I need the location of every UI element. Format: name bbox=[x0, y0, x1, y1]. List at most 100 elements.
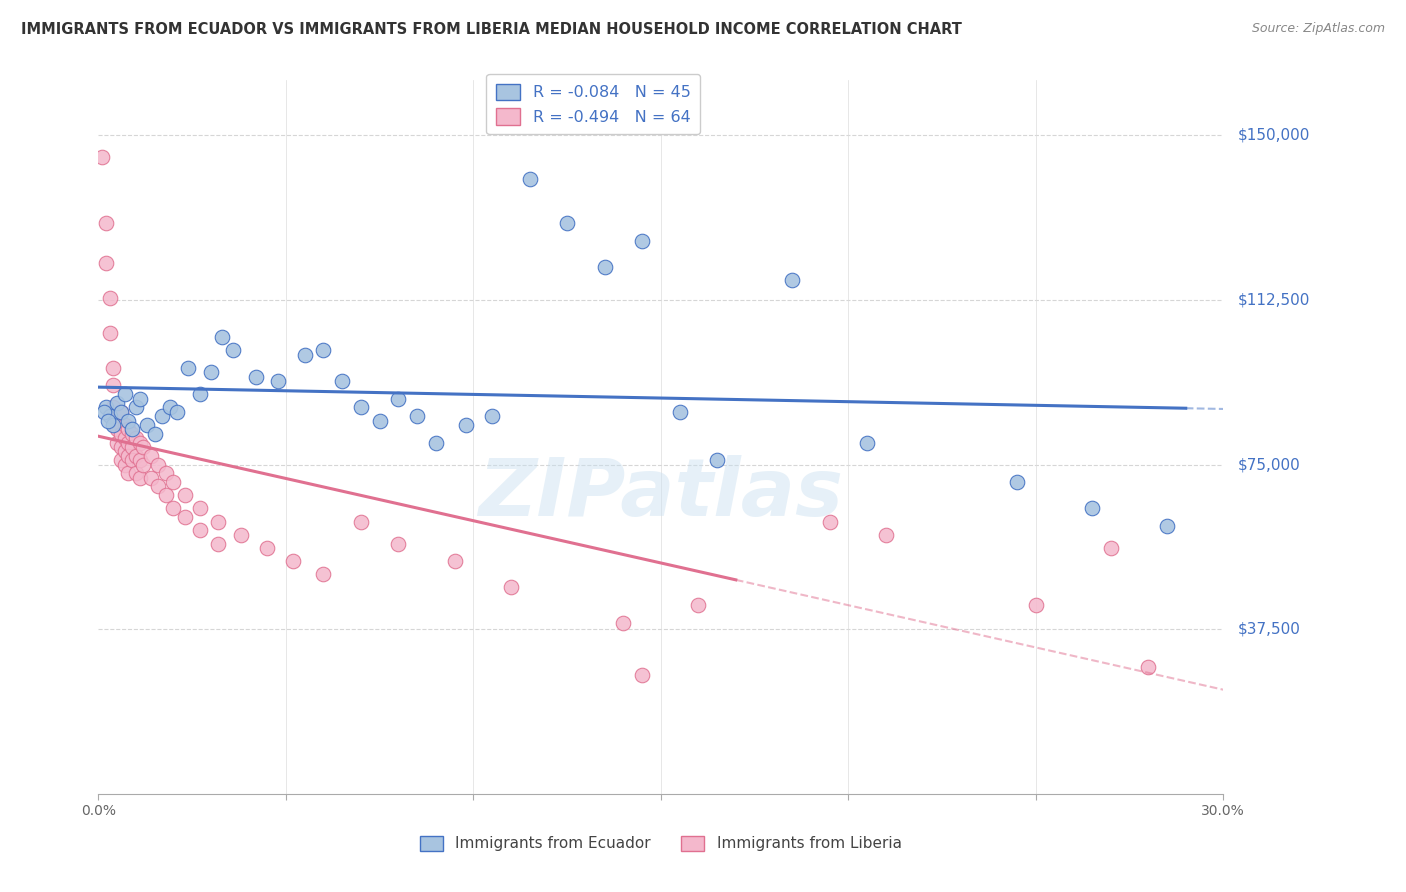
Point bbox=[267, 374, 290, 388]
Point bbox=[117, 435, 139, 450]
Point bbox=[117, 449, 139, 463]
Point bbox=[350, 401, 373, 415]
Point bbox=[103, 401, 125, 415]
Point bbox=[688, 598, 710, 612]
Point bbox=[132, 440, 155, 454]
Point bbox=[443, 554, 465, 568]
Point bbox=[1025, 598, 1047, 612]
Point bbox=[125, 401, 148, 415]
Point bbox=[188, 387, 211, 401]
Text: IMMIGRANTS FROM ECUADOR VS IMMIGRANTS FROM LIBERIA MEDIAN HOUSEHOLD INCOME CORRE: IMMIGRANTS FROM ECUADOR VS IMMIGRANTS FR… bbox=[21, 22, 962, 37]
Point bbox=[312, 343, 335, 358]
Point bbox=[97, 414, 120, 428]
Point bbox=[162, 501, 184, 516]
Legend: Immigrants from Ecuador, Immigrants from Liberia: Immigrants from Ecuador, Immigrants from… bbox=[413, 830, 908, 857]
Point bbox=[125, 449, 148, 463]
Text: Source: ZipAtlas.com: Source: ZipAtlas.com bbox=[1251, 22, 1385, 36]
Point bbox=[780, 273, 803, 287]
Point bbox=[350, 515, 373, 529]
Point bbox=[406, 409, 429, 424]
Point bbox=[110, 440, 132, 454]
Point bbox=[103, 360, 125, 375]
Point bbox=[200, 365, 222, 379]
Point bbox=[139, 449, 162, 463]
Point bbox=[128, 453, 150, 467]
Point bbox=[207, 515, 229, 529]
Point bbox=[188, 524, 211, 538]
Point bbox=[454, 417, 477, 432]
Point bbox=[1005, 475, 1028, 489]
Point bbox=[283, 554, 305, 568]
Point bbox=[229, 528, 252, 542]
Point bbox=[98, 291, 121, 305]
Point bbox=[173, 488, 195, 502]
Text: ZIPatlas: ZIPatlas bbox=[478, 455, 844, 533]
Point bbox=[387, 392, 409, 406]
Point bbox=[256, 541, 278, 555]
Point bbox=[114, 458, 136, 472]
Point bbox=[387, 536, 409, 550]
Text: $37,500: $37,500 bbox=[1239, 622, 1301, 637]
Point bbox=[1081, 501, 1104, 516]
Point bbox=[93, 405, 115, 419]
Point bbox=[593, 260, 616, 274]
Point bbox=[105, 396, 128, 410]
Point bbox=[1137, 659, 1160, 673]
Point bbox=[94, 216, 117, 230]
Point bbox=[105, 435, 128, 450]
Point bbox=[136, 417, 159, 432]
Point bbox=[211, 330, 233, 344]
Point bbox=[425, 435, 447, 450]
Point bbox=[1156, 519, 1178, 533]
Point bbox=[631, 668, 654, 682]
Point bbox=[114, 417, 136, 432]
Point bbox=[125, 467, 148, 481]
Point bbox=[114, 387, 136, 401]
Point bbox=[114, 444, 136, 458]
Point bbox=[368, 414, 391, 428]
Point bbox=[631, 234, 654, 248]
Point bbox=[121, 426, 143, 441]
Point bbox=[481, 409, 503, 424]
Point bbox=[121, 440, 143, 454]
Point bbox=[121, 453, 143, 467]
Point bbox=[222, 343, 245, 358]
Point bbox=[121, 422, 143, 436]
Point bbox=[110, 426, 132, 441]
Point bbox=[312, 567, 335, 582]
Point bbox=[139, 471, 162, 485]
Text: $112,500: $112,500 bbox=[1239, 293, 1310, 308]
Text: $75,000: $75,000 bbox=[1239, 457, 1301, 472]
Point bbox=[499, 581, 522, 595]
Point bbox=[103, 417, 125, 432]
Point bbox=[330, 374, 353, 388]
Point bbox=[128, 471, 150, 485]
Point bbox=[117, 414, 139, 428]
Point bbox=[162, 475, 184, 489]
Point bbox=[612, 615, 634, 630]
Point bbox=[91, 150, 114, 164]
Point bbox=[177, 360, 200, 375]
Point bbox=[148, 479, 170, 493]
Point bbox=[94, 401, 117, 415]
Point bbox=[245, 369, 267, 384]
Point bbox=[110, 405, 132, 419]
Point bbox=[98, 326, 121, 340]
Point bbox=[105, 414, 128, 428]
Point bbox=[148, 458, 170, 472]
Point bbox=[555, 216, 578, 230]
Point bbox=[110, 405, 132, 419]
Point bbox=[875, 528, 897, 542]
Point bbox=[207, 536, 229, 550]
Point bbox=[132, 458, 155, 472]
Point bbox=[856, 435, 879, 450]
Point bbox=[818, 515, 841, 529]
Point bbox=[173, 510, 195, 524]
Point bbox=[519, 172, 541, 186]
Point bbox=[188, 501, 211, 516]
Point bbox=[150, 409, 173, 424]
Point bbox=[128, 435, 150, 450]
Point bbox=[103, 378, 125, 392]
Point bbox=[668, 405, 690, 419]
Point bbox=[128, 392, 150, 406]
